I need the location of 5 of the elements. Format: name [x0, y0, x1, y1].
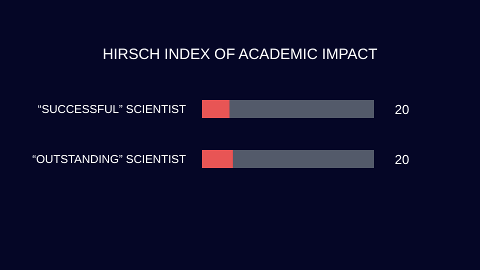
y-tick-label: “SUCCESSFUL” SCIENTIST: [38, 104, 186, 116]
y-tick-label: “OUTSTANDING” SCIENTIST: [32, 154, 186, 166]
chart-title: HIRSCH INDEX OF ACADEMIC IMPACT: [102, 46, 378, 63]
annotation: 20: [394, 152, 410, 167]
annotation: 20: [394, 102, 410, 117]
